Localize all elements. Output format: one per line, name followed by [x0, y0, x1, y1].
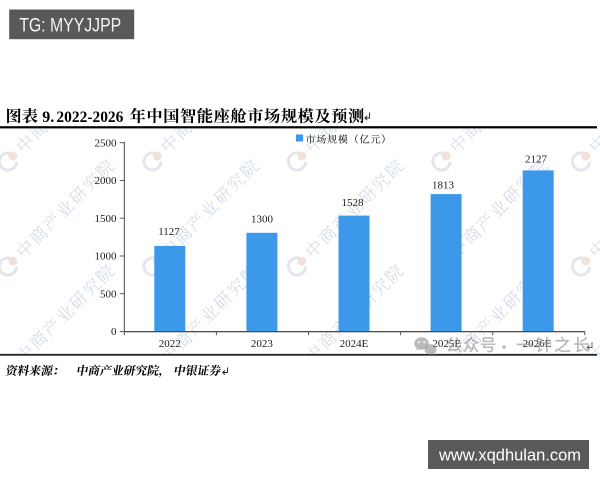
svg-text:500: 500 [100, 288, 117, 300]
svg-text:2025E: 2025E [432, 338, 461, 350]
svg-text:2026E: 2026E [523, 338, 552, 350]
svg-text:1500: 1500 [95, 213, 118, 225]
svg-text:2024E: 2024E [340, 338, 369, 350]
svg-text:2500: 2500 [95, 137, 118, 149]
svg-text:2022-2026: 2022-2026 [56, 109, 123, 126]
svg-text:1300: 1300 [251, 214, 274, 226]
svg-text:0: 0 [111, 326, 117, 338]
svg-text:1813: 1813 [432, 180, 455, 192]
svg-text:2127: 2127 [525, 153, 548, 165]
svg-text:9.: 9. [42, 109, 54, 126]
svg-text:www.xqdhulan.com: www.xqdhulan.com [438, 446, 581, 465]
svg-text:1000: 1000 [95, 251, 118, 263]
svg-text:1127: 1127 [158, 226, 180, 238]
svg-text:2022: 2022 [159, 338, 181, 350]
svg-text:2000: 2000 [95, 175, 118, 187]
svg-text:2023: 2023 [251, 338, 274, 350]
svg-text:1528: 1528 [342, 197, 365, 209]
svg-text:TG: MYYJJPP: TG: MYYJJPP [19, 16, 121, 37]
